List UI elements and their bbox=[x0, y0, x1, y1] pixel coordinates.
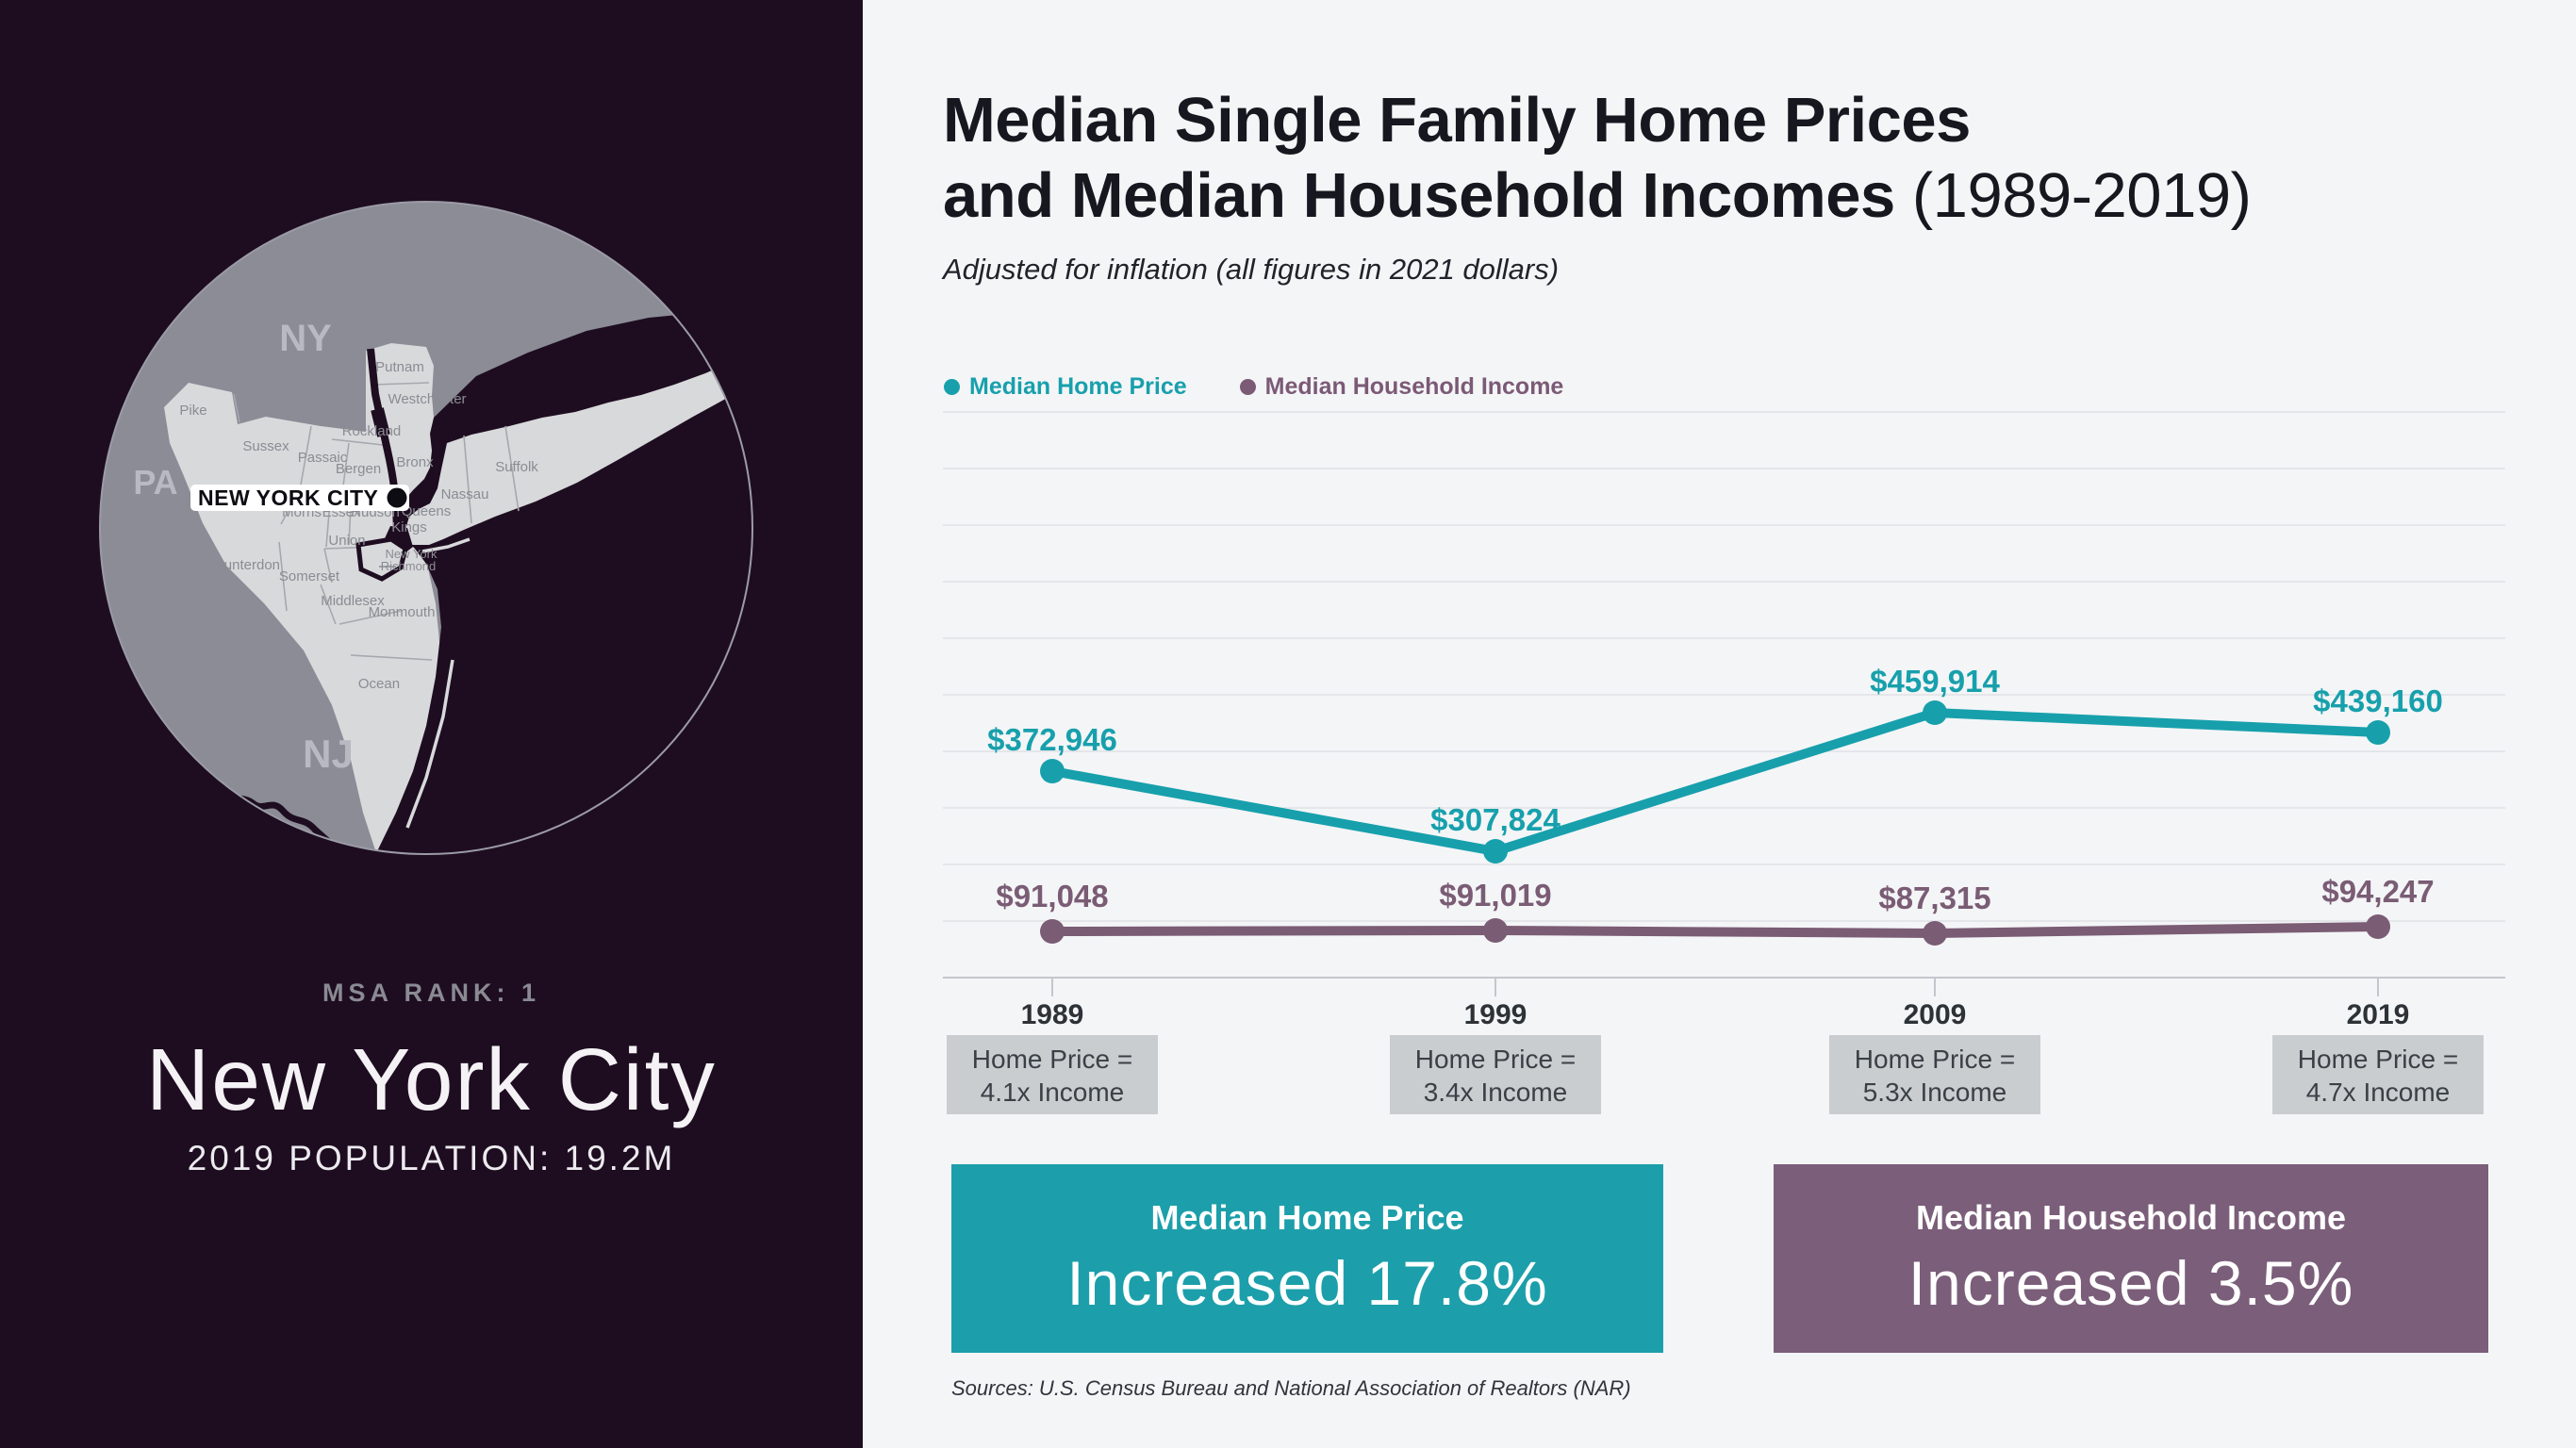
household-income-value-label: $94,247 bbox=[2321, 874, 2434, 909]
home-price-point bbox=[1040, 759, 1065, 783]
household-income-point bbox=[1483, 918, 1508, 943]
ratio-box bbox=[947, 1035, 1158, 1114]
state-label-ny: NY bbox=[279, 318, 332, 359]
county-label: Rockland bbox=[342, 423, 402, 439]
legend-label-home-price: Median Home Price bbox=[969, 373, 1187, 400]
household-income-point bbox=[2366, 914, 2390, 939]
chart-legend: Median Home Price Median Household Incom… bbox=[944, 373, 1563, 401]
county-label: Ocean bbox=[358, 676, 400, 692]
city-marker-label: NEW YORK CITY bbox=[198, 485, 378, 510]
year-label: 2009 bbox=[1904, 999, 1967, 1030]
ratio-box-line2: 5.3x Income bbox=[1863, 1078, 2007, 1107]
state-label-nj: NJ bbox=[303, 732, 354, 776]
metro-area-map: Pike Putnam Westchester Rockland Sussex Passa… bbox=[99, 201, 753, 855]
household-income-value-label: $87,315 bbox=[1878, 880, 1990, 915]
chart-title-years: (1989-2019) bbox=[1911, 160, 2252, 231]
county-label: Richmond bbox=[381, 559, 437, 573]
household-income-line bbox=[1048, 922, 2383, 939]
county-label: Suffolk bbox=[495, 459, 538, 475]
population-label: 2019 POPULATION: 19.2M bbox=[187, 1139, 676, 1177]
ratio-box-line1: Home Price = bbox=[2298, 1045, 2458, 1074]
home-price-value-label: $439,160 bbox=[2313, 683, 2443, 718]
chart-title-line2: and Median Household Incomes bbox=[943, 160, 1895, 231]
callout-household-income: Median Household Income Increased 3.5% bbox=[1774, 1164, 2488, 1353]
ratio-box-line1: Home Price = bbox=[1855, 1045, 2015, 1074]
callout-home-price-title: Median Home Price bbox=[1150, 1198, 1464, 1237]
county-label: Somerset bbox=[279, 568, 340, 584]
msa-counties-shape bbox=[164, 343, 441, 854]
map-outline-circle bbox=[99, 201, 753, 855]
county-label: Passaic bbox=[298, 450, 348, 466]
household-income-point bbox=[1923, 921, 1947, 946]
island-county-borders bbox=[463, 425, 520, 524]
home-price-point bbox=[1923, 700, 1947, 725]
county-label: Union bbox=[328, 533, 365, 549]
ratio-box bbox=[1390, 1035, 1601, 1114]
callout-home-price: Median Home Price Increased 17.8% bbox=[951, 1164, 1663, 1353]
chart-subtitle: Adjusted for inflation (all figures in 2… bbox=[943, 253, 1560, 286]
year-label: 2019 bbox=[2347, 999, 2410, 1030]
county-label: Nassau bbox=[441, 486, 489, 502]
county-label: Bergen bbox=[336, 461, 381, 477]
ratio-box-line2: 4.1x Income bbox=[981, 1078, 1125, 1107]
city-name: New York City bbox=[146, 1030, 717, 1128]
county-label: Sussex bbox=[242, 438, 289, 454]
legend-dot-home-price-icon bbox=[944, 379, 960, 395]
county-label: Monmouth bbox=[369, 604, 436, 620]
barrier-island bbox=[405, 659, 454, 829]
ratio-box-line1: Home Price = bbox=[972, 1045, 1132, 1074]
home-price-line bbox=[1048, 707, 2383, 857]
legend-dot-household-income-icon bbox=[1239, 379, 1256, 395]
chart-title: Median Single Family Home Prices and Med… bbox=[943, 83, 2252, 234]
callout-household-income-title: Median Household Income bbox=[1915, 1198, 2347, 1237]
left-panel: Pike Putnam Westchester Rockland Sussex Passa… bbox=[0, 0, 863, 1448]
home-price-point bbox=[1483, 839, 1508, 864]
home-price-value-label: $307,824 bbox=[1430, 802, 1560, 837]
callout-household-income-stat: Increased 3.5% bbox=[1907, 1248, 2354, 1318]
ratio-box-line2: 4.7x Income bbox=[2306, 1078, 2451, 1107]
line-chart: $91,048 $91,019 $87,315 $94,247 $372,946 $307… bbox=[943, 411, 2505, 1114]
county-label: Kings bbox=[391, 519, 427, 535]
household-income-value-label: $91,019 bbox=[1439, 878, 1551, 913]
callout-home-price-stat: Increased 17.8% bbox=[1066, 1248, 1548, 1318]
tappan-zee bbox=[371, 407, 390, 437]
ratio-box-line1: Home Price = bbox=[1415, 1045, 1576, 1074]
year-label: 1999 bbox=[1464, 999, 1527, 1030]
county-label: Putnam bbox=[375, 359, 424, 375]
county-label: Middlesex bbox=[321, 593, 385, 609]
ratio-box bbox=[2272, 1035, 2484, 1114]
year-label: 1989 bbox=[1021, 999, 1084, 1030]
legend-item-household-income: Median Household Income bbox=[1239, 373, 1564, 401]
household-income-value-label: $91,048 bbox=[996, 879, 1108, 913]
county-label: Westchester bbox=[388, 391, 466, 407]
chart-panel: Median Single Family Home Prices and Med… bbox=[863, 0, 2576, 1448]
barrier-spit bbox=[421, 537, 471, 553]
sources-note: Sources: U.S. Census Bureau and National… bbox=[951, 1376, 1631, 1400]
msa-rank-label: MSA RANK: 1 bbox=[322, 979, 540, 1007]
county-label: Pike bbox=[179, 403, 206, 419]
home-price-value-label: $372,946 bbox=[987, 722, 1117, 757]
household-income-point bbox=[1040, 919, 1065, 944]
home-price-value-label: $459,914 bbox=[1870, 664, 2000, 699]
county-label: Bronx bbox=[396, 454, 434, 470]
staten-island-shape bbox=[355, 536, 408, 582]
ratio-box-line2: 3.4x Income bbox=[1424, 1078, 1568, 1107]
long-island-shape bbox=[405, 351, 752, 545]
city-marker-dot bbox=[387, 487, 407, 508]
state-label-pa: PA bbox=[133, 463, 177, 502]
ratio-box bbox=[1829, 1035, 2040, 1114]
home-price-point bbox=[2366, 720, 2390, 745]
county-label: Queens bbox=[402, 503, 452, 519]
legend-label-household-income: Median Household Income bbox=[1264, 373, 1564, 400]
legend-item-home-price: Median Home Price bbox=[944, 373, 1187, 401]
chart-title-line1: Median Single Family Home Prices bbox=[943, 85, 1971, 156]
city-marker: NEW YORK CITY bbox=[190, 485, 409, 511]
county-label: New York bbox=[386, 547, 438, 561]
county-label: Hunterdon bbox=[214, 557, 280, 573]
